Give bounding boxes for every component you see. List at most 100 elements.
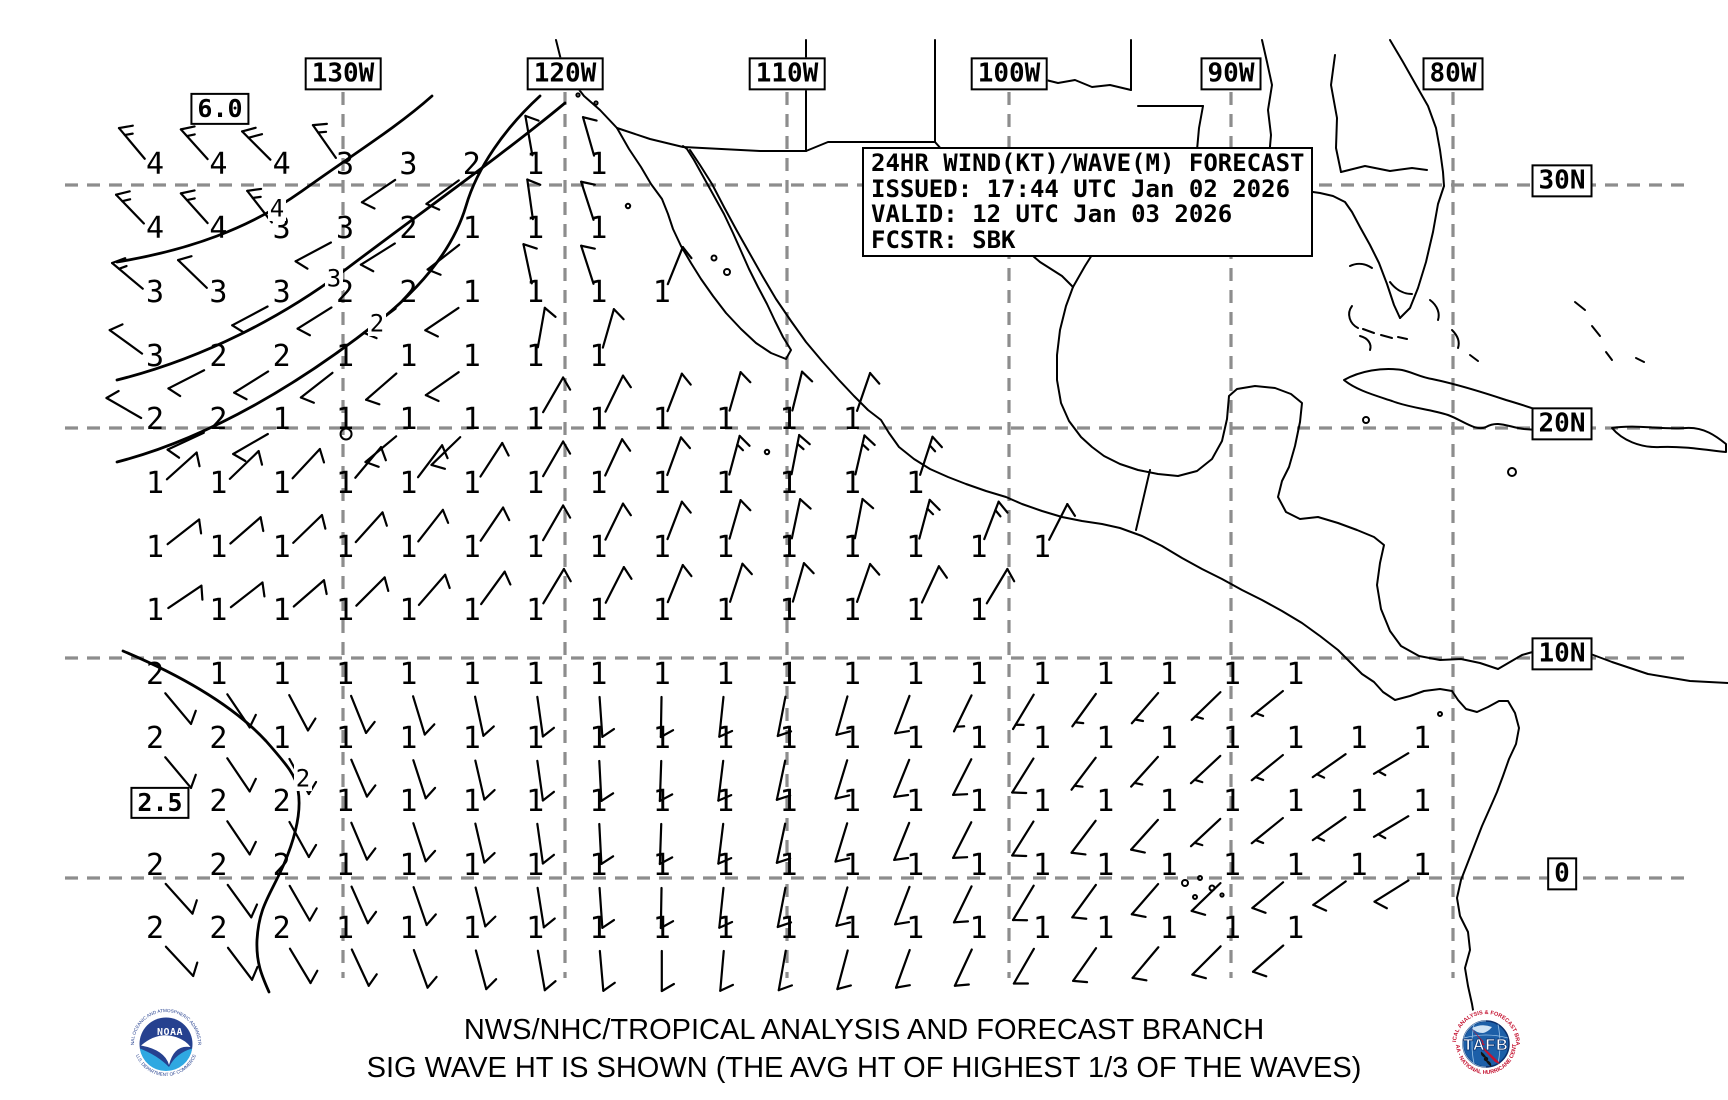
- wind-barb-icon: [292, 513, 327, 544]
- wave-height-value: 1: [716, 657, 734, 692]
- coastline-path: [1469, 354, 1479, 362]
- wave-height-value: 1: [716, 466, 734, 501]
- wave-height-value: 3: [336, 147, 354, 182]
- wave-height-value: 1: [209, 657, 227, 692]
- wind-barb-icon: [983, 500, 1009, 541]
- wind-barb-icon: [666, 500, 692, 541]
- wave-height-value: 1: [399, 657, 417, 692]
- wave-height-value: 1: [716, 721, 734, 756]
- wave-height-value: 1: [463, 721, 481, 756]
- wind-barb-icon: [350, 885, 378, 925]
- wind-barb-icon: [894, 885, 911, 926]
- wave-height-value: 1: [843, 657, 861, 692]
- coastline-path: [1349, 262, 1373, 269]
- wave-height-value: 1: [273, 593, 291, 628]
- tafb-wordmark: TAFB: [1463, 1037, 1508, 1054]
- wave-height-value: 1: [1350, 721, 1368, 756]
- tafb-globe-meridian-1: [1462, 1020, 1487, 1068]
- wave-height-value: 1: [209, 466, 227, 501]
- wave-height-value: 1: [653, 275, 671, 310]
- noaa-wordmark: NOAA: [157, 1027, 183, 1038]
- wind-barb-icon: [226, 820, 257, 856]
- wave-height-value: 2: [273, 784, 291, 819]
- wave-height-value: 1: [336, 339, 354, 374]
- contour-label: 3: [327, 265, 341, 293]
- wave-max-label-south: 2.5: [130, 786, 190, 820]
- wind-barb-icon: [474, 822, 496, 864]
- wave-height-value: 3: [399, 147, 417, 182]
- wave-height-value: 1: [716, 911, 734, 946]
- wind-barb-icon: [855, 562, 881, 603]
- wave-height-value: 1: [463, 402, 481, 437]
- wind-barb-icon: [226, 946, 259, 981]
- wave-height-value: 1: [970, 657, 988, 692]
- wind-barb-icon: [790, 498, 812, 540]
- wind-barb-icon: [179, 125, 209, 161]
- wind-barb-icon: [581, 116, 598, 157]
- wave-height-value: 1: [589, 466, 607, 501]
- wave-height-value: 1: [843, 848, 861, 883]
- wave-height-value: 1: [653, 784, 671, 819]
- wind-barb-icon: [659, 886, 675, 930]
- wave-height-value: 3: [209, 275, 227, 310]
- noaa-gull-icon: [141, 1035, 191, 1065]
- wind-barb-icon: [536, 886, 556, 929]
- wave-height-value: 1: [526, 911, 544, 946]
- wind-barb-icon: [349, 694, 376, 735]
- coastline-path: [1330, 54, 1342, 173]
- wind-barb-icon: [728, 434, 751, 476]
- coastline-path: [1591, 325, 1601, 337]
- wave-height-value: 1: [779, 657, 797, 692]
- wind-barb-icon: [241, 126, 272, 161]
- wave-height-value: 1: [209, 530, 227, 565]
- wind-barb-icon: [776, 695, 793, 738]
- wave-height-value: 2: [146, 657, 164, 692]
- latitude-label-0: 0: [1547, 857, 1577, 891]
- wind-barb-icon: [894, 948, 911, 989]
- wave-height-value: 1: [399, 530, 417, 565]
- wind-barb-icon: [834, 759, 851, 800]
- coastline-path: [1389, 281, 1413, 295]
- wind-barb-icon: [412, 759, 437, 800]
- wave-height-value: 2: [273, 339, 291, 374]
- wind-barbs: 4 4 4 3 3 2 1 14 4 3 3 2 1 1 13 3 3 2 2 1 1 1 13 2 2 1 1 1 1 12 2 1 1 1 1 1…: [105, 114, 1431, 993]
- wind-barb-icon: [718, 695, 734, 738]
- wind-barb-icon: [777, 949, 794, 992]
- wind-barb-icon: [296, 306, 333, 337]
- wind-barb-icon: [1191, 945, 1222, 980]
- wave-height-value: 1: [336, 402, 354, 437]
- longitude-label-90W: 90W: [1200, 57, 1262, 91]
- wind-barb-icon: [541, 504, 572, 542]
- wind-barb-icon: [479, 441, 510, 478]
- wind-barb-icon: [953, 948, 973, 987]
- wave-height-value: 1: [463, 848, 481, 883]
- wind-barb-icon: [232, 432, 269, 463]
- wave-height-value: 1: [653, 911, 671, 946]
- longitude-label-130W: 130W: [304, 57, 382, 91]
- wind-barb-icon: [288, 947, 319, 985]
- wind-barb-icon: [167, 584, 204, 610]
- wind-barb-icon: [1250, 689, 1284, 718]
- wave-height-value: 3: [273, 275, 291, 310]
- island: [1192, 894, 1198, 900]
- wave-height-value: 1: [146, 593, 164, 628]
- wind-barb-icon: [359, 242, 396, 273]
- island: [1197, 875, 1203, 881]
- wind-barb-icon: [1130, 882, 1160, 919]
- wind-barb-icon: [604, 374, 632, 413]
- wave-height-value: 2: [146, 848, 164, 883]
- coastline-path: [1261, 39, 1273, 159]
- wind-barb-icon: [666, 563, 693, 604]
- title-line-3: VALID: 12 UTC Jan 03 2026: [871, 200, 1233, 228]
- tafb-hurricane-icon: [1480, 1051, 1492, 1067]
- wave-height-value: 1: [1413, 784, 1431, 819]
- wind-barb-icon: [1011, 820, 1035, 858]
- island: [763, 448, 771, 456]
- wave-height-value: 1: [589, 784, 607, 819]
- wave-height-value: 1: [526, 466, 544, 501]
- wind-barb-icon: [834, 822, 851, 863]
- wave-height-value: 1: [526, 275, 544, 310]
- wave-height-value: 1: [779, 721, 797, 756]
- wave-height-value: 4: [146, 211, 164, 246]
- wind-barb-icon: [717, 759, 733, 802]
